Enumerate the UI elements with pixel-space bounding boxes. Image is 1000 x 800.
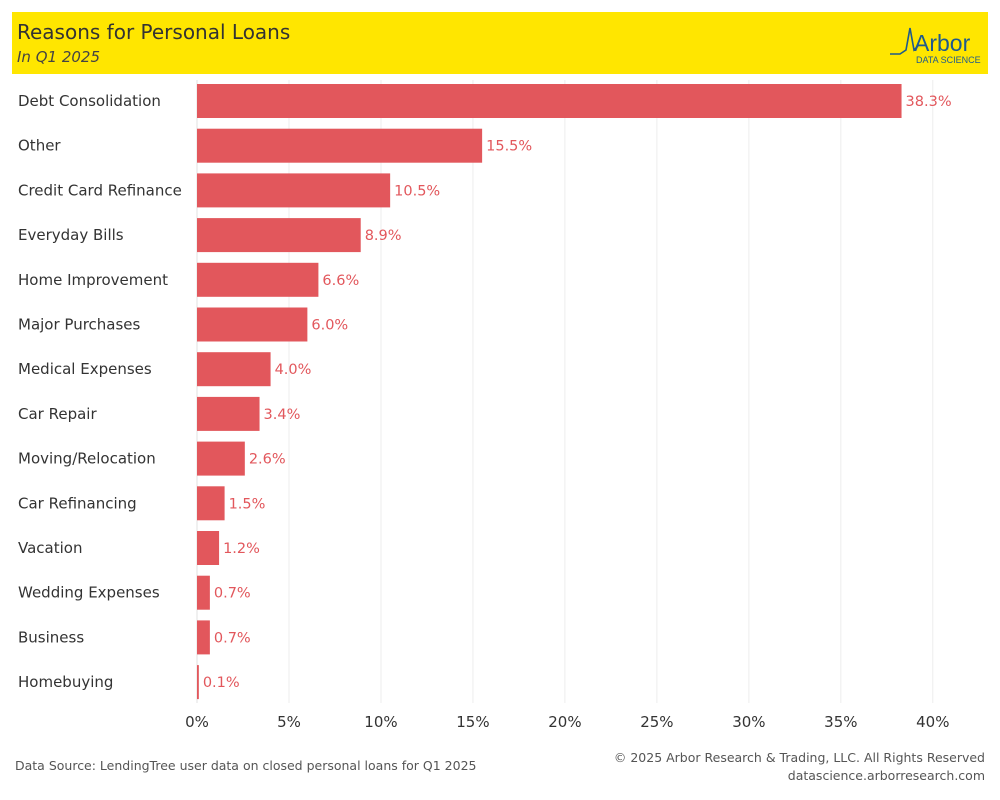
data-source-note: Data Source: LendingTree user data on cl… xyxy=(15,758,477,773)
value-label: 8.9% xyxy=(365,228,402,244)
value-label: 0.7% xyxy=(214,630,251,646)
x-tick-label: 25% xyxy=(640,713,673,731)
copyright-text: © 2025 Arbor Research & Trading, LLC. Al… xyxy=(613,750,985,765)
value-label: 38.3% xyxy=(906,94,952,110)
value-label: 4.0% xyxy=(275,362,312,378)
bar[interactable] xyxy=(197,620,210,655)
value-labels: 38.3% 15.5% 10.5% 8.9% 6.6% 6.0% 4.0% 3.4% 2.6% 1… xyxy=(203,94,952,691)
bar[interactable] xyxy=(197,84,902,118)
category-label: Other xyxy=(18,137,61,155)
x-axis-tick-labels: 0% 5% 10% 15% 20% 25% 30% 35% 40% xyxy=(185,713,949,731)
chart-header: Reasons for Personal Loans In Q1 2025 Ar… xyxy=(12,12,988,74)
category-label: Homebuying xyxy=(18,673,113,691)
logo-tagline: DATA SCIENCE xyxy=(916,55,981,65)
x-tick-label: 20% xyxy=(548,713,581,731)
bar[interactable] xyxy=(197,665,199,700)
category-label: Car Repair xyxy=(18,405,97,423)
category-label: Car Refinancing xyxy=(18,494,137,512)
value-label: 6.6% xyxy=(322,273,359,289)
bars xyxy=(197,84,902,700)
value-label: 1.2% xyxy=(223,541,260,557)
x-tick-label: 30% xyxy=(732,713,765,731)
bar[interactable] xyxy=(197,486,225,521)
arbor-logo: Arbor DATA SCIENCE xyxy=(890,27,981,65)
bar[interactable] xyxy=(197,575,210,610)
bar[interactable] xyxy=(197,128,483,163)
value-label: 3.4% xyxy=(264,407,301,423)
x-tick-label: 10% xyxy=(364,713,397,731)
category-label: Credit Card Refinance xyxy=(18,181,182,199)
footer-credits: © 2025 Arbor Research & Trading, LLC. Al… xyxy=(614,749,985,785)
chart-title: Reasons for Personal Loans xyxy=(17,20,291,44)
bar-chart: Debt Consolidation Other Credit Card Refin… xyxy=(18,80,952,731)
bar[interactable] xyxy=(197,352,271,387)
value-label: 6.0% xyxy=(311,318,348,334)
value-label: 0.7% xyxy=(214,586,251,602)
bar[interactable] xyxy=(197,396,260,431)
x-tick-label: 40% xyxy=(916,713,949,731)
value-label: 1.5% xyxy=(229,496,266,512)
value-label: 2.6% xyxy=(249,452,286,468)
value-label: 0.1% xyxy=(203,675,240,691)
x-tick-label: 0% xyxy=(185,713,209,731)
x-tick-label: 35% xyxy=(824,713,857,731)
x-tick-label: 15% xyxy=(456,713,489,731)
value-label: 15.5% xyxy=(486,139,532,155)
category-label: Moving/Relocation xyxy=(18,450,156,468)
logo-peak-icon xyxy=(890,27,919,55)
logo-name: Arbor xyxy=(914,30,971,56)
bar[interactable] xyxy=(197,531,220,565)
website-link[interactable]: datascience.arborresearch.com xyxy=(787,768,985,783)
bar[interactable] xyxy=(197,218,361,253)
value-label: 10.5% xyxy=(394,183,440,199)
category-label: Medical Expenses xyxy=(18,360,152,378)
x-tick-label: 5% xyxy=(277,713,301,731)
category-label: Major Purchases xyxy=(18,316,141,334)
category-label: Home Improvement xyxy=(18,271,168,289)
category-label: Wedding Expenses xyxy=(18,584,160,602)
bar[interactable] xyxy=(197,173,391,208)
bar[interactable] xyxy=(197,307,308,342)
category-label: Business xyxy=(18,628,84,646)
bar[interactable] xyxy=(197,441,245,476)
category-label: Debt Consolidation xyxy=(18,92,161,110)
category-labels: Debt Consolidation Other Credit Card Refin… xyxy=(18,92,182,691)
category-label: Everyday Bills xyxy=(18,226,124,244)
bar[interactable] xyxy=(197,262,319,297)
category-label: Vacation xyxy=(18,539,82,557)
chart-subtitle: In Q1 2025 xyxy=(17,48,100,66)
